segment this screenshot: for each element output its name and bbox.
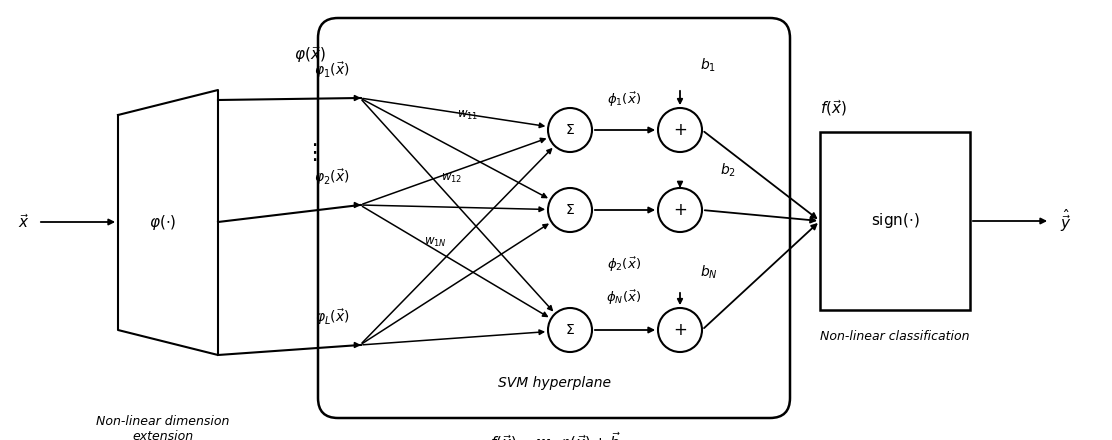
Text: $f(\vec{x})$: $f(\vec{x})$	[820, 98, 847, 118]
Text: $\varphi_L(\vec{x})$: $\varphi_L(\vec{x})$	[315, 308, 350, 327]
Text: $w_{11}$: $w_{11}$	[457, 108, 478, 121]
Text: $\phi_1(\vec{x})$: $\phi_1(\vec{x})$	[607, 91, 641, 109]
Text: Non-linear dimension
extension: Non-linear dimension extension	[97, 415, 230, 440]
Text: $w_{1N}$: $w_{1N}$	[424, 235, 446, 249]
Polygon shape	[118, 90, 218, 355]
Circle shape	[658, 108, 702, 152]
Text: $f(\vec{x}) = \boldsymbol{w} \cdot \varphi(\vec{x}) + \vec{b}$: $f(\vec{x}) = \boldsymbol{w} \cdot \varp…	[489, 430, 620, 440]
Text: $\mathrm{sign}(\cdot)$: $\mathrm{sign}(\cdot)$	[871, 212, 920, 231]
FancyBboxPatch shape	[318, 18, 790, 418]
Circle shape	[658, 308, 702, 352]
Text: $\Sigma$: $\Sigma$	[565, 203, 575, 217]
Text: Non-linear classification: Non-linear classification	[821, 330, 970, 343]
Bar	[820, 132, 970, 310]
Text: $\Sigma$: $\Sigma$	[565, 123, 575, 137]
Text: $b_N$: $b_N$	[699, 263, 718, 281]
Circle shape	[548, 308, 592, 352]
Text: $\Sigma$: $\Sigma$	[565, 323, 575, 337]
Text: $+$: $+$	[673, 121, 687, 139]
Text: $\vdots$: $\vdots$	[302, 141, 317, 163]
Text: $b_1$: $b_1$	[699, 56, 716, 73]
Text: $\hat{\vec{y}}$: $\hat{\vec{y}}$	[1060, 208, 1072, 235]
Text: $\varphi_1(\vec{x})$: $\varphi_1(\vec{x})$	[315, 60, 350, 80]
Circle shape	[658, 188, 702, 232]
Circle shape	[548, 108, 592, 152]
Text: $\varphi(\vec{x})$: $\varphi(\vec{x})$	[295, 44, 326, 66]
Text: $\phi_N(\vec{x})$: $\phi_N(\vec{x})$	[606, 289, 642, 307]
Circle shape	[548, 188, 592, 232]
Text: $b_2$: $b_2$	[719, 161, 736, 179]
Text: $\phi_2(\vec{x})$: $\phi_2(\vec{x})$	[607, 256, 641, 274]
Text: $w_{12}$: $w_{12}$	[441, 172, 463, 184]
Text: $+$: $+$	[673, 321, 687, 339]
Text: $\vec{x}$: $\vec{x}$	[18, 213, 30, 231]
Text: SVM hyperplane: SVM hyperplane	[498, 376, 612, 390]
Text: $\varphi(\cdot)$: $\varphi(\cdot)$	[149, 213, 177, 231]
Text: $\varphi_2(\vec{x})$: $\varphi_2(\vec{x})$	[315, 167, 350, 187]
Text: $+$: $+$	[673, 201, 687, 219]
